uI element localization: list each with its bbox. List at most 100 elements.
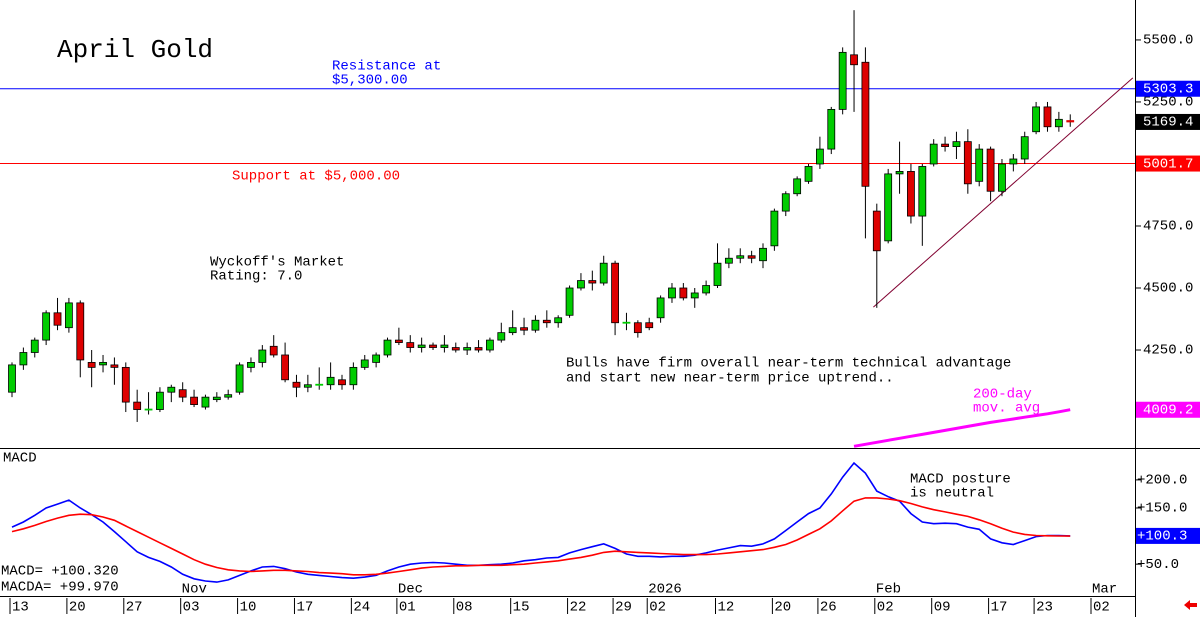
candle-body [394, 339, 403, 343]
readout-bg [0, 579, 140, 595]
candle-body [599, 262, 608, 284]
price-marker-box [1136, 113, 1200, 130]
x-tick-label: 01 [399, 600, 416, 616]
resistance-label: $5,300.00 [332, 73, 408, 89]
candle-body [133, 401, 142, 410]
candle-body [144, 408, 153, 411]
candle-body [1032, 106, 1041, 133]
candle-body [975, 148, 984, 182]
macd-readout: MACD= +100.320 [1, 564, 119, 580]
candle-body [793, 178, 802, 195]
candle-body [190, 396, 198, 405]
candle-body [406, 342, 415, 348]
candle-body [486, 339, 494, 351]
candle-body [918, 166, 927, 217]
candle-body [440, 344, 449, 348]
candle-body [941, 143, 949, 148]
x-tick-label: 29 [615, 600, 632, 616]
ma-label: 200-day [973, 387, 1032, 403]
candle-body [668, 287, 676, 299]
candle-body [315, 383, 324, 386]
candle-body [87, 362, 96, 368]
x-tick-label: 17 [991, 600, 1008, 616]
candle-body [690, 292, 699, 299]
candle-body [167, 386, 176, 393]
candle-body [929, 143, 938, 165]
candle-body [747, 255, 756, 259]
candle-body [1043, 106, 1052, 128]
candle-body [895, 171, 904, 175]
rating-label: Wyckoff's Market [210, 255, 344, 271]
candle-body [861, 61, 870, 187]
commentary: Bulls have firm overall near-term techni… [566, 356, 1011, 372]
candle-body [986, 148, 995, 192]
candle-body [463, 347, 472, 351]
candle-body [201, 396, 210, 408]
x-tick-label: 22 [570, 600, 587, 616]
candle-body [713, 262, 722, 286]
macd-note: is neutral [910, 486, 994, 502]
month-label: Mar [1092, 582, 1117, 598]
candle-body [42, 312, 51, 341]
macd-note: MACD posture [910, 472, 1011, 488]
candle-body [474, 347, 483, 351]
candle-body [338, 379, 346, 386]
x-tick-label: 02 [1093, 600, 1110, 616]
candle-body [565, 287, 574, 316]
candle-body [656, 297, 665, 319]
candle-body [645, 322, 654, 329]
candle-body [804, 166, 813, 182]
candle-body [577, 280, 585, 289]
commentary: and start new near-term price uptrend.. [566, 371, 894, 387]
candle-body [952, 141, 961, 148]
candle-body [121, 366, 130, 403]
candle-body [611, 262, 619, 324]
support-label: Support at $5,000.00 [232, 169, 400, 185]
x-tick-label: 13 [12, 600, 29, 616]
candle-body [372, 354, 381, 363]
candle-body [770, 210, 779, 247]
ma-label: mov. avg [973, 401, 1040, 417]
price-marker-label: 5169.4 [1143, 115, 1193, 131]
x-tick-label: 20 [774, 600, 791, 616]
candle-body [349, 366, 358, 386]
candle-body [816, 148, 824, 165]
candle-body [963, 141, 972, 185]
x-tick-label: 03 [183, 600, 200, 616]
price-line-label: 5001.7 [1143, 156, 1193, 172]
candle-body [554, 317, 563, 324]
y-tick-label: +150.0 [1137, 501, 1187, 517]
rating-label: Rating: 7.0 [210, 269, 302, 285]
candle-body [258, 349, 267, 363]
macd-marker-box [1136, 527, 1200, 544]
x-tick-label: 15 [513, 600, 530, 616]
candle-body [99, 362, 107, 366]
macd-line [11, 461, 1071, 583]
moving-average [853, 408, 1071, 448]
candle-body [531, 319, 540, 331]
x-tick-label: 10 [240, 600, 257, 616]
candle-body [53, 312, 62, 326]
candle-body [679, 287, 688, 299]
x-tick-label: 26 [820, 600, 837, 616]
x-tick-label: 20 [69, 600, 86, 616]
candle-body [64, 302, 73, 329]
x-tick-label: 12 [717, 600, 734, 616]
candle-body [156, 391, 164, 410]
y-tick-label: 4500.0 [1143, 281, 1193, 297]
x-tick-label: 23 [1036, 600, 1053, 616]
scroll-arrow[interactable] [1184, 600, 1197, 610]
panel-title: MACD [3, 451, 37, 467]
candle-body [269, 345, 278, 356]
macd-marker-label: +100.3 [1137, 529, 1187, 545]
month-label: 2026 [648, 582, 682, 598]
x-tick-label: 02 [649, 600, 666, 616]
candle-body [429, 344, 437, 348]
candle-body [884, 173, 893, 242]
month-label: Nov [182, 582, 207, 598]
candle-body [702, 285, 711, 294]
macd-readout: MACDA= +99.970 [1, 580, 119, 596]
trendline [873, 77, 1134, 308]
